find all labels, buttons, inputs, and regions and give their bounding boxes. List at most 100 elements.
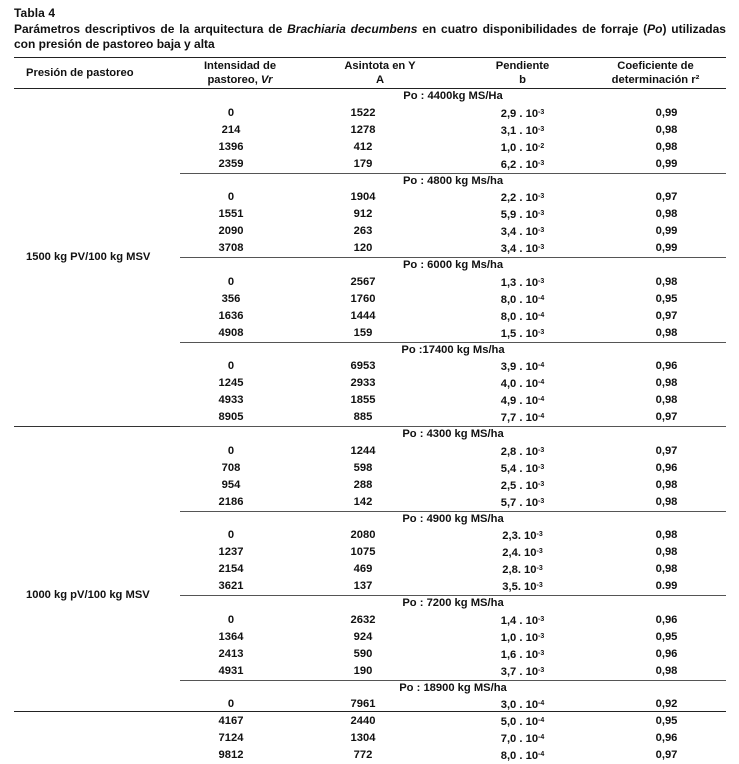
cell-asymptote: 598 (300, 460, 460, 477)
slope-exponent: -4 (538, 362, 544, 369)
slope-mantissa: 4,9 . 10 (501, 395, 538, 407)
cell-asymptote: 263 (300, 223, 460, 240)
cell-slope: 8,0 . 10-4 (460, 747, 585, 764)
header-asymptote-line1: Asintota en Y (344, 60, 415, 72)
cell-intensity: 2359 (180, 156, 300, 174)
cell-slope: 1,3 . 10-3 (460, 274, 585, 291)
cell-r2: 0,98 (585, 527, 726, 544)
cell-slope: 7,0 . 10-4 (460, 730, 585, 747)
slope-mantissa: 5,4 . 10 (501, 463, 538, 475)
header-r2-line1: Coeficiente de (617, 60, 693, 72)
cell-r2: 0,99 (585, 223, 726, 240)
slope-mantissa: 3,0 . 10 (501, 699, 538, 711)
cell-intensity: 2090 (180, 223, 300, 240)
slope-mantissa: 8,0 . 10 (501, 750, 538, 762)
cell-slope: 1,4 . 10-3 (460, 612, 585, 629)
cell-asymptote: 885 (300, 409, 460, 427)
cell-asymptote: 190 (300, 663, 460, 681)
cell-intensity: 8905 (180, 409, 300, 427)
cell-slope: 2,4. 10-3 (460, 544, 585, 561)
cell-intensity: 7124 (180, 730, 300, 747)
slope-mantissa: 3,7 . 10 (501, 666, 538, 678)
cell-r2: 0,98 (585, 494, 726, 512)
cell-asymptote: 1904 (300, 189, 460, 206)
slope-mantissa: 2,9 . 10 (501, 108, 538, 120)
slope-mantissa: 3,5. 10 (502, 581, 536, 593)
cell-asymptote: 469 (300, 561, 460, 578)
cell-intensity: 3621 (180, 578, 300, 596)
slope-exponent: -3 (538, 481, 544, 488)
cell-asymptote: 288 (300, 477, 460, 494)
cell-r2: 0,99 (585, 156, 726, 174)
forage-availability-label: Po : 4900 kg MS/ha (180, 511, 726, 527)
slope-mantissa: 5,9 . 10 (501, 209, 538, 221)
cell-slope: 5,7 . 10-3 (460, 494, 585, 512)
cell-slope: 1,0 . 10-3 (460, 629, 585, 646)
cell-asymptote: 1075 (300, 544, 460, 561)
cell-slope: 3,1 . 10-3 (460, 122, 585, 139)
pressure-label: 1500 kg PV/100 kg MSV (14, 89, 180, 427)
slope-mantissa: 2,8 . 10 (501, 446, 538, 458)
cell-slope: 3,4 . 10-3 (460, 240, 585, 258)
cell-asymptote: 924 (300, 629, 460, 646)
cell-slope: 7,7 . 10-4 (460, 409, 585, 427)
cell-r2: 0,99 (585, 240, 726, 258)
cell-r2: 0,99 (585, 105, 726, 122)
slope-mantissa: 2,3. 10 (502, 530, 536, 542)
cell-r2: 0,96 (585, 730, 726, 747)
cell-r2: 0,97 (585, 409, 726, 427)
slope-mantissa: 1,6 . 10 (501, 649, 538, 661)
cell-intensity: 2154 (180, 561, 300, 578)
pressure-label: 1000 kg pV/100 kg MSV (14, 427, 180, 764)
cell-asymptote: 179 (300, 156, 460, 174)
cell-r2: 0,95 (585, 629, 726, 646)
slope-exponent: -3 (538, 464, 544, 471)
slope-exponent: -4 (538, 379, 544, 386)
cell-slope: 2,9 . 10-3 (460, 105, 585, 122)
cell-slope: 3,5. 10-3 (460, 578, 585, 596)
slope-exponent: -3 (538, 278, 544, 285)
slope-exponent: -3 (538, 244, 544, 251)
cell-intensity: 708 (180, 460, 300, 477)
cell-intensity: 3708 (180, 240, 300, 258)
slope-exponent: -3 (536, 548, 542, 555)
header-intensity-var: Vr (261, 74, 273, 86)
cell-intensity: 4908 (180, 325, 300, 343)
cell-asymptote: 1760 (300, 291, 460, 308)
cell-r2: 0,95 (585, 291, 726, 308)
cell-slope: 5,9 . 10-3 (460, 206, 585, 223)
cell-slope: 8,0 . 10-4 (460, 308, 585, 325)
cell-slope: 4,9 . 10-4 (460, 392, 585, 409)
cell-asymptote: 772 (300, 747, 460, 764)
cell-r2: 0.99 (585, 578, 726, 596)
cell-intensity: 0 (180, 527, 300, 544)
slope-mantissa: 2,2 . 10 (501, 192, 538, 204)
header-pressure: Presión de pastoreo (14, 58, 180, 89)
slope-mantissa: 1,3 . 10 (501, 277, 538, 289)
slope-exponent: -3 (536, 582, 542, 589)
slope-exponent: -4 (538, 312, 544, 319)
cell-intensity: 4931 (180, 663, 300, 681)
caption-species: Brachiaria decumbens (287, 22, 417, 36)
slope-exponent: -3 (538, 109, 544, 116)
slope-exponent: -3 (536, 531, 542, 538)
slope-exponent: -4 (538, 734, 544, 741)
cell-slope: 2,2 . 10-3 (460, 189, 585, 206)
slope-exponent: -3 (538, 498, 544, 505)
slope-exponent: -4 (538, 413, 544, 420)
cell-slope: 1,0 . 10-2 (460, 139, 585, 156)
cell-r2: 0,98 (585, 375, 726, 392)
slope-mantissa: 3,1 . 10 (501, 125, 538, 137)
slope-mantissa: 1,4 . 10 (501, 615, 538, 627)
cell-intensity: 1237 (180, 544, 300, 561)
header-slope-line1: Pendiente (496, 60, 549, 72)
cell-intensity: 0 (180, 443, 300, 460)
cell-r2: 0,96 (585, 646, 726, 663)
header-intensity-line1: Intensidad de (204, 60, 276, 72)
cell-asymptote: 1444 (300, 308, 460, 325)
slope-exponent: -4 (538, 751, 544, 758)
